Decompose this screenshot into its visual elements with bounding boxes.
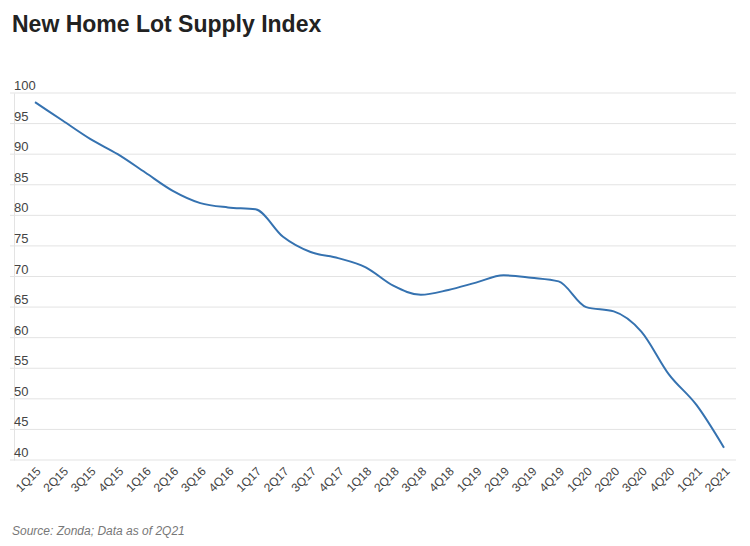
x-tick-label: 4Q20 (647, 464, 678, 495)
x-tick: 3Q20 (619, 464, 650, 495)
x-tick-label: 3Q17 (289, 464, 320, 495)
x-tick-label: 4Q17 (316, 464, 347, 495)
grid-line (10, 307, 736, 308)
x-tick-label: 1Q15 (13, 464, 44, 495)
x-tick-label: 3Q20 (619, 464, 650, 495)
x-tick: 3Q16 (178, 464, 209, 495)
x-tick: 4Q15 (96, 464, 127, 495)
y-axis: 40 45 50 55 60 65 70 75 80 85 90 95 100 (14, 78, 36, 460)
chart: New Home Lot Supply Index 40 45 50 55 60 65 70 7… (0, 0, 750, 546)
x-tick: 2Q21 (702, 464, 733, 495)
y-tick-label: 60 (14, 323, 28, 338)
x-tick: 4Q19 (537, 464, 568, 495)
x-axis: 1Q152Q153Q154Q151Q162Q163Q164Q161Q172Q17… (13, 464, 733, 495)
grid-line (10, 93, 736, 94)
x-tick-label: 1Q16 (123, 464, 154, 495)
x-tick-label: 3Q15 (68, 464, 99, 495)
x-tick-label: 1Q17 (233, 464, 264, 495)
x-tick: 2Q18 (371, 464, 402, 495)
y-tick-label: 85 (14, 170, 28, 185)
x-tick-label: 1Q18 (344, 464, 375, 495)
x-tick-label: 4Q16 (206, 464, 237, 495)
x-tick: 1Q17 (233, 464, 264, 495)
grid-line (10, 215, 736, 216)
x-tick-label: 2Q15 (40, 464, 71, 495)
x-tick: 4Q17 (316, 464, 347, 495)
grid-line (10, 337, 736, 338)
y-tick-label: 40 (14, 445, 28, 460)
x-tick: 4Q20 (647, 464, 678, 495)
grid (10, 93, 736, 460)
y-tick: 40 (14, 445, 28, 460)
y-tick-label: 50 (14, 384, 28, 399)
plot-area (35, 102, 724, 448)
x-tick-label: 3Q16 (178, 464, 209, 495)
y-tick-label: 100 (14, 78, 36, 93)
y-tick-label: 70 (14, 262, 28, 277)
x-tick-label: 1Q20 (564, 464, 595, 495)
x-tick-label: 2Q18 (371, 464, 402, 495)
x-tick-label: 4Q15 (96, 464, 127, 495)
y-tick: 60 (14, 323, 28, 338)
grid-line (10, 123, 736, 124)
x-tick: 2Q20 (592, 464, 623, 495)
y-tick-label: 65 (14, 292, 28, 307)
grid-line (10, 184, 736, 185)
x-tick: 2Q16 (151, 464, 182, 495)
y-tick-label: 80 (14, 200, 28, 215)
grid-line (10, 460, 736, 461)
x-tick-label: 1Q19 (454, 464, 485, 495)
y-tick: 75 (14, 231, 28, 246)
x-tick: 3Q19 (509, 464, 540, 495)
grid-line (10, 245, 736, 246)
x-tick-label: 2Q16 (151, 464, 182, 495)
x-tick: 1Q15 (13, 464, 44, 495)
x-tick-label: 4Q18 (426, 464, 457, 495)
x-tick-label: 2Q19 (481, 464, 512, 495)
grid-line (10, 276, 736, 277)
y-tick: 50 (14, 384, 28, 399)
x-tick: 4Q16 (206, 464, 237, 495)
y-tick: 45 (14, 414, 28, 429)
x-tick: 1Q21 (674, 464, 705, 495)
x-tick: 1Q18 (344, 464, 375, 495)
y-tick: 85 (14, 170, 28, 185)
y-tick: 55 (14, 353, 28, 368)
y-tick: 90 (14, 139, 28, 154)
x-tick: 3Q18 (399, 464, 430, 495)
x-tick-label: 2Q17 (261, 464, 292, 495)
x-tick: 2Q15 (40, 464, 71, 495)
y-tick-label: 45 (14, 414, 28, 429)
x-tick: 1Q19 (454, 464, 485, 495)
x-tick-label: 3Q19 (509, 464, 540, 495)
data-line (35, 102, 724, 448)
y-tick: 70 (14, 262, 28, 277)
y-tick-label: 75 (14, 231, 28, 246)
y-tick-label: 90 (14, 139, 28, 154)
x-tick: 1Q20 (564, 464, 595, 495)
x-tick: 3Q17 (289, 464, 320, 495)
y-tick: 65 (14, 292, 28, 307)
x-tick-label: 2Q21 (702, 464, 733, 495)
title: New Home Lot Supply Index (12, 11, 321, 37)
y-tick-label: 55 (14, 353, 28, 368)
x-tick: 2Q19 (481, 464, 512, 495)
y-tick: 80 (14, 200, 28, 215)
y-tick-label: 95 (14, 109, 28, 124)
x-tick: 4Q18 (426, 464, 457, 495)
x-tick-label: 4Q19 (537, 464, 568, 495)
x-tick-label: 2Q20 (592, 464, 623, 495)
x-tick: 1Q16 (123, 464, 154, 495)
x-tick: 2Q17 (261, 464, 292, 495)
x-tick: 3Q15 (68, 464, 99, 495)
y-tick: 100 (14, 78, 36, 93)
x-tick-label: 3Q18 (399, 464, 430, 495)
y-tick: 95 (14, 109, 28, 124)
grid-line (10, 429, 736, 430)
grid-line (10, 398, 736, 399)
source: Source: Zonda; Data as of 2Q21 (12, 524, 185, 538)
x-tick-label: 1Q21 (674, 464, 705, 495)
grid-line (10, 368, 736, 369)
